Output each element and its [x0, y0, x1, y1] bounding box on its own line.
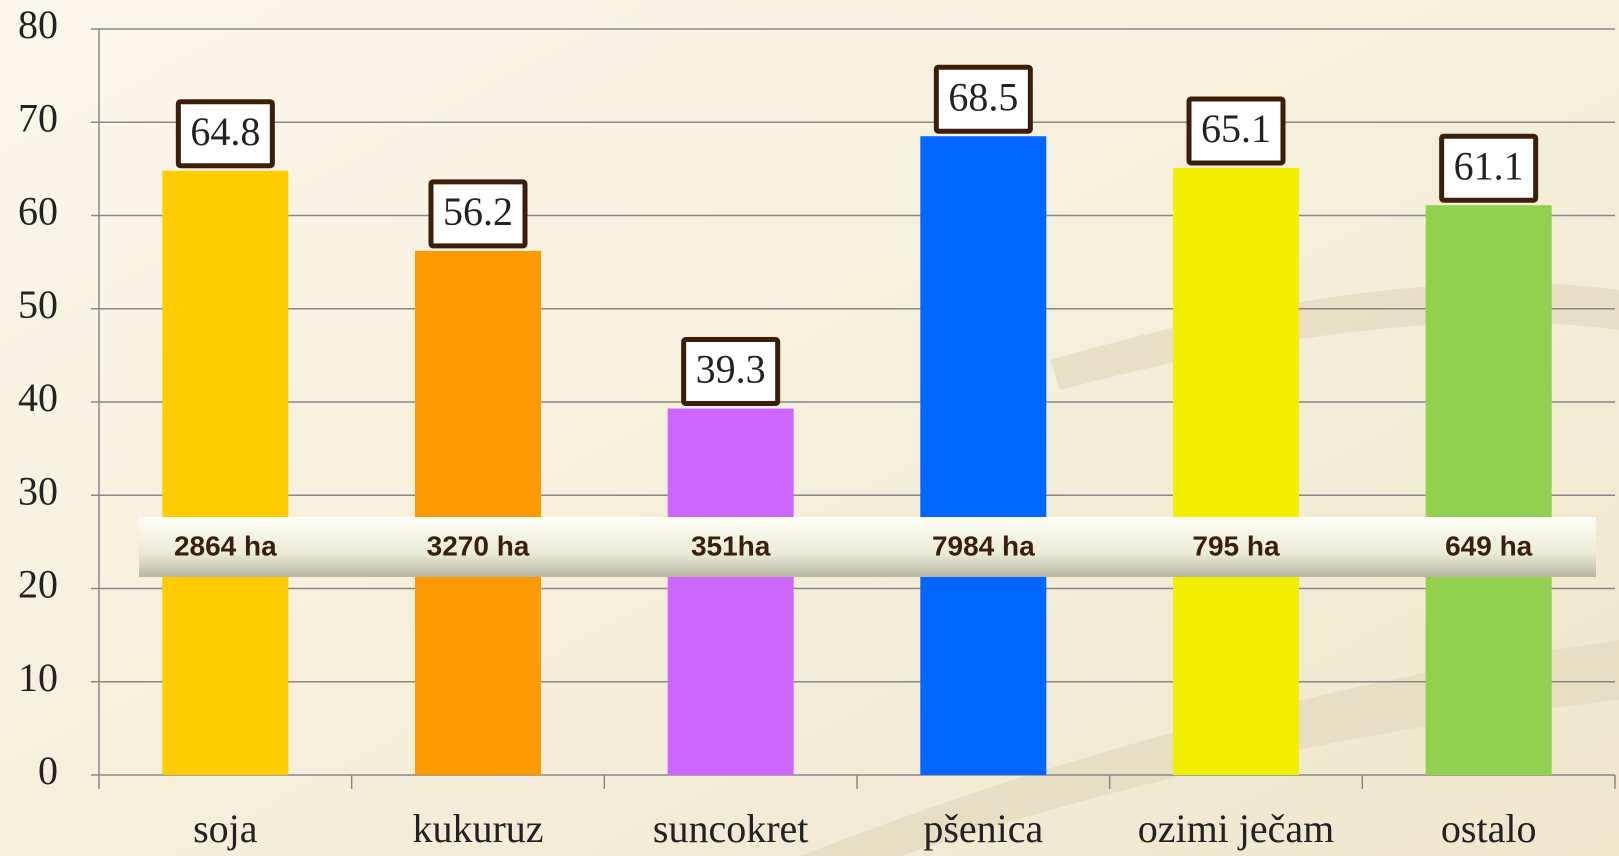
- value-label: 56.2: [443, 189, 513, 234]
- annotation-band: [139, 517, 1596, 577]
- value-label: 65.1: [1201, 106, 1271, 151]
- annotation: 795 ha: [1192, 530, 1280, 561]
- value-label: 68.5: [948, 74, 1018, 119]
- y-tick-label: 80: [18, 2, 58, 47]
- bar: [920, 136, 1046, 775]
- annotation: 3270 ha: [427, 530, 530, 561]
- bar: [1426, 205, 1552, 775]
- value-label: 64.8: [190, 109, 260, 154]
- x-tick-label: pšenica: [923, 806, 1043, 851]
- annotation: 351ha: [691, 530, 771, 561]
- x-tick-label: ostalo: [1441, 806, 1537, 851]
- chart: 0 10 20 30 40 50 60 70 80 soja 64.8 kukuruz 56.2 sunc…: [0, 0, 1619, 856]
- y-tick-label: 40: [18, 375, 58, 420]
- y-tick-label: 10: [18, 655, 58, 700]
- y-tick-label: 70: [18, 95, 58, 140]
- x-tick-label: ozimi ječam: [1138, 806, 1335, 851]
- y-tick-label: 30: [18, 468, 58, 513]
- value-label: 39.3: [696, 347, 766, 392]
- bar: [162, 171, 288, 775]
- bar: [1173, 168, 1299, 775]
- x-tick-label: soja: [193, 806, 258, 851]
- annotation: 2864 ha: [174, 530, 277, 561]
- y-tick-label: 0: [38, 748, 58, 793]
- x-tick-label: kukuruz: [412, 806, 543, 851]
- x-tick-label: suncokret: [653, 806, 809, 851]
- y-tick-label: 20: [18, 562, 58, 607]
- annotation: 7984 ha: [932, 530, 1035, 561]
- y-tick-label: 50: [18, 282, 58, 327]
- value-label: 61.1: [1454, 143, 1524, 188]
- annotation: 649 ha: [1445, 530, 1533, 561]
- y-tick-label: 60: [18, 189, 58, 234]
- bar: [415, 251, 541, 775]
- bar: [668, 409, 794, 775]
